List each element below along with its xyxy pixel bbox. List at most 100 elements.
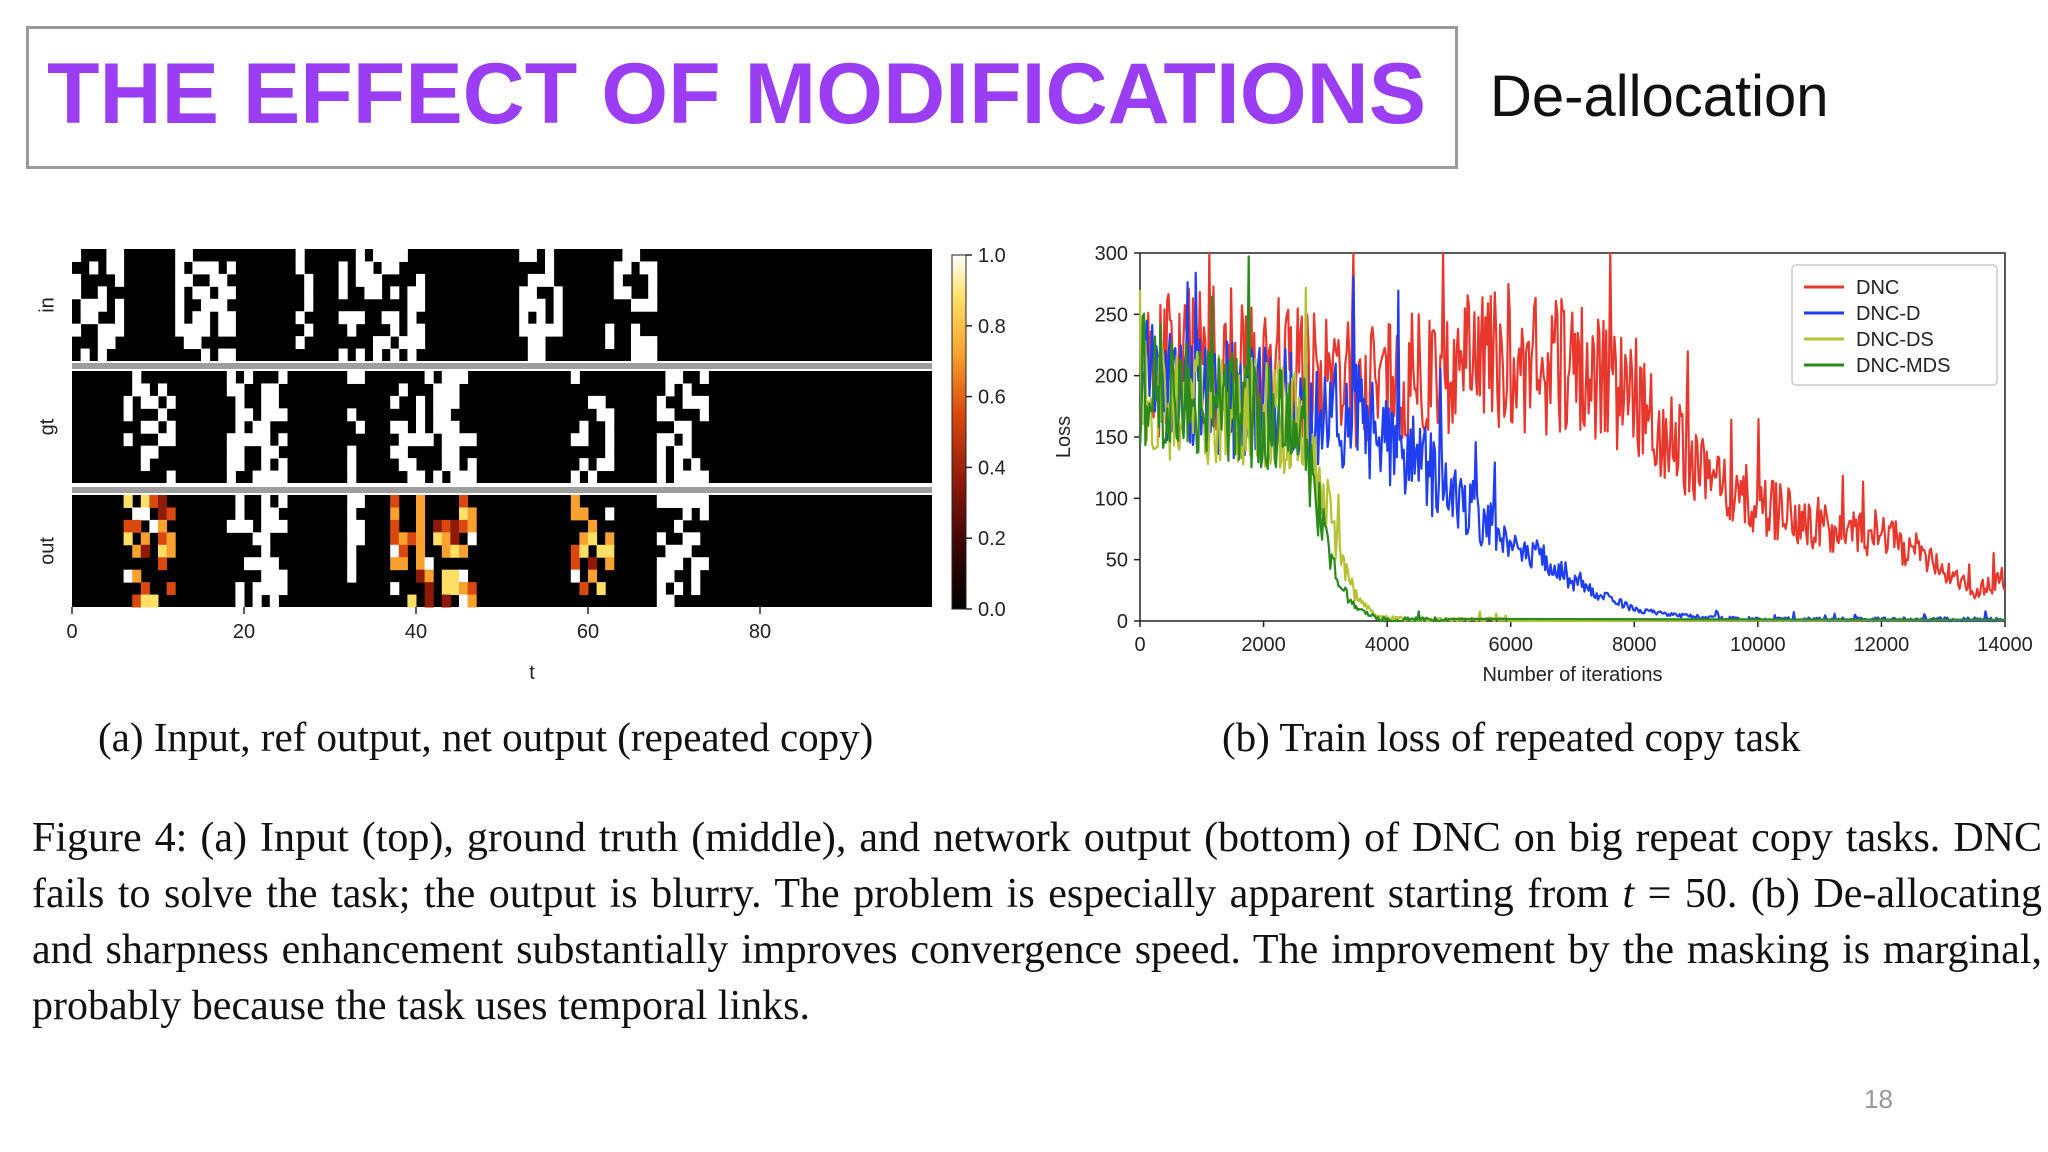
heatmap-cell [97, 286, 107, 300]
heatmap-cell [441, 582, 451, 596]
heatmap-cell [72, 286, 82, 300]
heatmap-cell [261, 458, 271, 472]
heatmap-cell [149, 495, 159, 508]
heatmap-cell [390, 582, 400, 596]
heatmap-cell [338, 348, 348, 362]
heatmap-cell [596, 544, 606, 558]
heatmap-cell [278, 519, 288, 533]
heatmap-cell [665, 495, 675, 508]
heatmap-cell [682, 507, 692, 521]
heatmap-cell [459, 507, 469, 521]
heatmap-cell [261, 433, 271, 447]
heatmap-cell [441, 420, 451, 434]
heatmap-cell [278, 495, 288, 508]
heatmap-cell [158, 383, 168, 397]
heatmap-cell [407, 433, 417, 447]
heatmap-cell [355, 420, 365, 434]
heatmap-cell [398, 433, 408, 447]
heatmap-cell [441, 408, 451, 422]
heatmap-cell [699, 395, 709, 409]
heatmap-cell [450, 470, 460, 484]
heatmap-cell [570, 569, 580, 583]
heatmap-cell [416, 408, 426, 422]
heatmap-cell [226, 261, 236, 275]
heatmap-cell [416, 298, 426, 312]
heatmap-cell [183, 323, 193, 337]
heatmap-cell [295, 249, 305, 262]
heatmap-cell [613, 261, 623, 275]
heatmap-cell [364, 261, 374, 275]
heatmap-cell [699, 557, 709, 571]
heatmap-cell [648, 348, 658, 362]
heatmap-cell [579, 458, 589, 472]
heatmap-cell [674, 557, 684, 571]
heatmap-cell [269, 519, 279, 533]
heatmap-cell [140, 532, 150, 546]
heatmap-cell [407, 298, 417, 312]
loss-y-tick-label: 250 [1095, 304, 1128, 326]
heatmap-cell [97, 298, 107, 312]
heatmap-cell [390, 420, 400, 434]
loss-y-tick-label: 0 [1117, 611, 1128, 633]
heatmap-cell [553, 311, 563, 325]
heatmap-cell [570, 433, 580, 447]
heatmap-cell [347, 445, 357, 459]
heatmap-cell [381, 261, 391, 275]
heatmap-cell [648, 261, 658, 275]
heatmap-cell [588, 470, 598, 484]
heatmap-cell [596, 408, 606, 422]
heatmap-cell [527, 336, 537, 350]
heatmap-cell [631, 336, 641, 350]
heatmap-cell [579, 433, 589, 447]
heatmap-cell [390, 261, 400, 275]
heatmap-cell [450, 569, 460, 583]
colorbar-tick-label: 1.0 [978, 245, 1006, 267]
heatmap-cell [132, 594, 142, 608]
heatmap-cell [398, 445, 408, 459]
heatmap-cell [605, 458, 615, 472]
heatmap-panel-out [72, 495, 932, 607]
heatmap-cell [209, 273, 219, 287]
heatmap-cell [115, 261, 125, 275]
heatmap-cell [441, 519, 451, 533]
heatmap-cell [416, 323, 426, 337]
heatmap-cell [115, 323, 125, 337]
heatmap-cell [106, 249, 116, 262]
heatmap-cell [261, 582, 271, 596]
heatmap-cell [605, 323, 615, 337]
heatmap-cell [674, 470, 684, 484]
heatmap-cell [596, 458, 606, 472]
heatmap-cell [80, 311, 90, 325]
heatmap-cell [605, 507, 615, 521]
heatmap-cell [149, 519, 159, 533]
heatmap-cell [218, 273, 228, 287]
heatmap-cell [261, 544, 271, 558]
heatmap-cell [407, 323, 417, 337]
heatmap-panel-label: in [36, 297, 58, 313]
heatmap-cell [656, 395, 666, 409]
loss-series-dnc-d [1138, 271, 2006, 623]
heatmap-cell [192, 261, 202, 275]
heatmap-cell [467, 594, 477, 608]
heatmap-cell [691, 557, 701, 571]
heatmap-cell [218, 286, 228, 300]
heatmap-cell [355, 495, 365, 508]
heatmap-cell [209, 261, 219, 275]
heatmap-cell [390, 348, 400, 362]
heatmap-cell [570, 470, 580, 484]
heatmap-cell [579, 532, 589, 546]
heatmap-cell [390, 544, 400, 558]
heatmap-cell [390, 519, 400, 533]
heatmap-cell [115, 298, 125, 312]
heatmap-cell [433, 420, 443, 434]
heatmap-cell [519, 286, 529, 300]
heatmap-cell [115, 273, 125, 287]
heatmap-cell [656, 532, 666, 546]
heatmap-cell [244, 433, 254, 447]
heatmap-cell [691, 470, 701, 484]
heatmap-cell [269, 395, 279, 409]
figure-caption: Figure 4: (a) Input (top), ground truth … [32, 810, 2042, 1034]
heatmap-cell [656, 458, 666, 472]
heatmap-cell [244, 408, 254, 422]
heatmap-cell [699, 495, 709, 508]
